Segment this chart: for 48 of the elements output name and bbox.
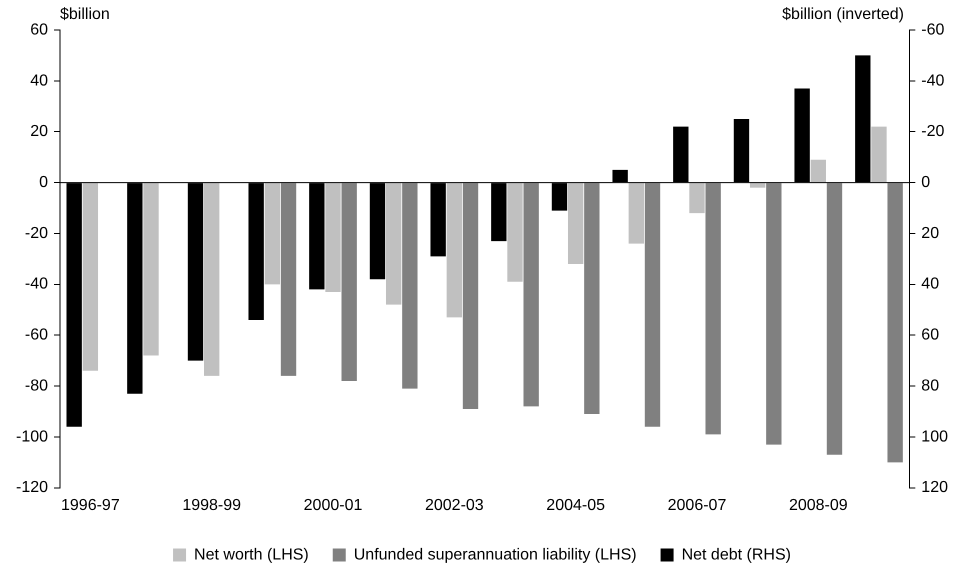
legend-label: Unfunded superannuation liability (LHS) [354, 546, 637, 564]
y-tick-label: -120 [16, 479, 48, 496]
bar [402, 183, 418, 389]
y2-tick-label: -60 [921, 21, 945, 38]
bar [584, 183, 600, 414]
y2-tick-label: 20 [921, 224, 940, 242]
y-tick-label: 60 [30, 21, 48, 38]
y2-tick-label: 0 [921, 174, 930, 192]
bar [523, 183, 539, 406]
y2-tick-label: 40 [921, 276, 940, 293]
bar [705, 183, 721, 434]
legend-label: Net worth (LHS) [194, 546, 309, 564]
y-tick-label: 40 [30, 72, 48, 90]
y-tick-label: -40 [24, 276, 48, 293]
x-tick-label: 2002-03 [424, 496, 484, 514]
bar [644, 183, 660, 427]
y-tick-label: -100 [16, 428, 48, 446]
y2-axis-title: $billion (inverted) [782, 6, 904, 24]
x-tick-label: 2000-01 [304, 496, 362, 514]
y-tick-label: 0 [39, 174, 48, 192]
y2-tick-label: 100 [921, 428, 948, 446]
y-tick-label: -60 [24, 326, 48, 344]
bar [766, 183, 782, 445]
y2-tick-label: 120 [921, 479, 948, 496]
y-tick-label: -20 [24, 224, 48, 242]
y2-tick-label: -40 [921, 72, 945, 90]
legend-label: Net debt (RHS) [682, 546, 791, 564]
x-tick-label: 2006-07 [668, 496, 726, 514]
y-tick-label: -80 [24, 377, 48, 394]
bar [628, 183, 644, 244]
bar [750, 183, 766, 188]
y2-tick-label: 80 [921, 377, 940, 394]
x-tick-label: 2008-09 [788, 496, 848, 514]
x-tick-label: 2004-05 [546, 496, 606, 514]
bar [280, 183, 296, 376]
x-tick-label: 1996-97 [60, 496, 120, 514]
x-tick-label: 1998-99 [182, 496, 242, 514]
bar [462, 183, 478, 409]
bar [887, 183, 903, 462]
bar [689, 183, 705, 214]
y2-tick-label: -20 [921, 123, 945, 140]
y2-tick-label: 60 [921, 326, 940, 344]
bar [826, 183, 842, 455]
y-tick-label: 20 [30, 123, 48, 140]
y-axis-title: $billion [60, 6, 110, 24]
bar [810, 160, 826, 182]
bar [568, 183, 584, 264]
bar [342, 183, 357, 381]
